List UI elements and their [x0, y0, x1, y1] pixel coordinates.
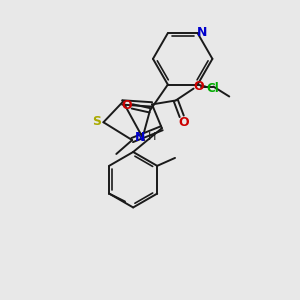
Text: S: S	[92, 115, 101, 128]
Text: N: N	[197, 26, 208, 39]
Text: N: N	[135, 130, 145, 144]
Text: O: O	[178, 116, 189, 129]
Text: Cl: Cl	[206, 82, 219, 95]
Text: O: O	[193, 80, 204, 93]
Text: O: O	[121, 99, 131, 112]
Text: H: H	[148, 132, 156, 142]
